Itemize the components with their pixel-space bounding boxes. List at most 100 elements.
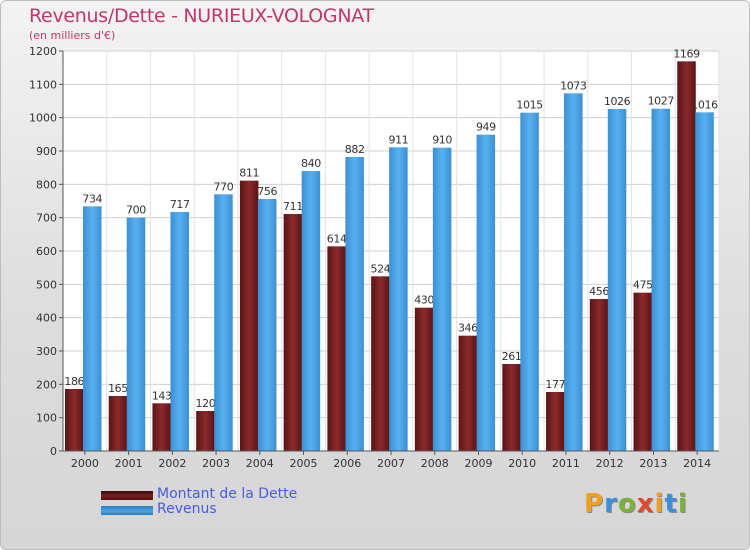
y-axis: 0 100 200 300 400 500 600 700 800 900 1000 1100 1200 <box>29 45 64 458</box>
y-tick-label: 100 <box>36 412 57 425</box>
bar-revenus <box>607 109 627 451</box>
bar-revenus <box>345 157 364 451</box>
bar-revenus <box>695 112 714 451</box>
proxiti-logo: Proxiti <box>584 489 688 519</box>
y-tick-label: 600 <box>36 245 57 258</box>
logo-letter: i <box>677 489 688 519</box>
data-label-dette: 711 <box>283 200 303 213</box>
y-tick-label: 900 <box>36 145 57 158</box>
logo-letter: r <box>604 489 618 519</box>
bar-dette <box>152 403 171 451</box>
y-tick-label: 1000 <box>29 112 57 125</box>
data-label-dette: 165 <box>108 382 128 395</box>
data-label-revenus: 840 <box>301 157 321 170</box>
logo-letter: o <box>617 489 637 519</box>
x-tick-label: 2013 <box>639 457 667 470</box>
x-tick-label: 2005 <box>290 457 318 470</box>
logo-letter: x <box>636 489 655 519</box>
data-label-revenus: 911 <box>388 133 408 146</box>
logo-letter: i <box>654 489 665 519</box>
y-tick-label: 1100 <box>29 78 57 91</box>
bar-revenus <box>564 93 583 451</box>
bar-dette <box>108 396 128 451</box>
bar-revenus <box>476 134 496 451</box>
data-label-dette: 346 <box>458 322 478 335</box>
logo-letter: P <box>584 489 605 519</box>
data-label-dette: 177 <box>545 378 565 391</box>
bar-revenus <box>83 206 102 451</box>
y-tick-label: 0 <box>50 445 57 458</box>
data-label-revenus: 734 <box>82 192 102 205</box>
bar-dette <box>196 411 215 451</box>
x-tick-label: 2004 <box>246 457 274 470</box>
bar-dette <box>546 392 565 451</box>
bar-dette <box>677 61 696 451</box>
logo-letter: t <box>664 489 678 519</box>
x-tick-label: 2011 <box>552 457 580 470</box>
data-label-revenus: 756 <box>257 185 277 198</box>
bar-dette <box>239 180 259 451</box>
data-label-revenus: 910 <box>432 134 452 147</box>
bar-dette <box>633 292 653 451</box>
bar-revenus <box>214 194 233 452</box>
x-tick-label: 2010 <box>508 457 536 470</box>
bar-revenus <box>651 108 671 452</box>
data-label-revenus: 1027 <box>648 95 675 108</box>
y-tick-label: 700 <box>36 212 57 225</box>
data-label-dette: 811 <box>239 167 259 180</box>
legend-swatch-revenus <box>101 506 153 515</box>
data-label-dette: 1169 <box>673 47 700 60</box>
x-tick-label: 2008 <box>421 457 449 470</box>
data-label-dette: 614 <box>327 232 347 245</box>
bar-revenus <box>301 171 321 451</box>
data-label-revenus: 1016 <box>691 98 718 111</box>
data-label-revenus: 949 <box>476 121 496 134</box>
x-tick-label: 2014 <box>683 457 711 470</box>
bar-dette <box>458 335 478 451</box>
y-tick-label: 200 <box>36 378 57 391</box>
data-label-dette: 524 <box>370 262 390 275</box>
data-label-dette: 456 <box>589 285 609 298</box>
x-tick-label: 2006 <box>333 457 361 470</box>
bar-dette <box>327 246 346 451</box>
y-tick-label: 400 <box>36 312 57 325</box>
x-tick-label: 2002 <box>158 457 186 470</box>
bar-revenus <box>257 199 277 451</box>
x-tick-label: 2007 <box>377 457 405 470</box>
legend-label-revenus: Revenus <box>157 501 217 517</box>
chart-title: Revenus/Dette - NURIEUX-VOLOGNAT <box>29 5 374 27</box>
data-label-revenus: 1015 <box>516 99 543 112</box>
bar-revenus <box>170 212 189 451</box>
data-label-revenus: 882 <box>345 143 365 156</box>
data-label-dette: 261 <box>502 350 522 363</box>
data-label-dette: 120 <box>196 397 216 410</box>
bar-dette <box>502 364 521 451</box>
data-label-dette: 430 <box>414 294 434 307</box>
data-label-revenus: 717 <box>170 198 190 211</box>
data-label-revenus: 700 <box>126 204 146 217</box>
data-label-revenus: 770 <box>214 180 234 193</box>
legend-label-dette: Montant de la Dette <box>157 486 298 502</box>
bar-dette <box>589 299 609 451</box>
legend-swatch-dette <box>101 491 153 500</box>
x-tick-label: 2003 <box>202 457 230 470</box>
x-tick-label: 2012 <box>596 457 624 470</box>
bar-dette <box>414 307 434 451</box>
bar-revenus <box>389 147 408 452</box>
bar-revenus <box>520 112 539 452</box>
x-tick-label: 2009 <box>464 457 492 470</box>
chart-subtitle: (en milliers d'€) <box>29 29 116 42</box>
data-label-dette: 186 <box>64 375 84 388</box>
x-axis: 2000 2001 2002 2003 2004 2005 2006 2007 2008 2009… <box>63 450 719 470</box>
data-label-revenus: 1073 <box>560 79 587 92</box>
data-label-revenus: 1026 <box>604 95 631 108</box>
bar-dette <box>65 389 84 451</box>
x-tick-label: 2001 <box>115 457 143 470</box>
y-tick-label: 800 <box>36 178 57 191</box>
x-tick-label: 2000 <box>71 457 99 470</box>
bar-dette <box>371 276 390 451</box>
bars: 186 734 165 700 143 717 120 770 811 756 711 840 614 8… <box>64 47 719 452</box>
bar-revenus <box>126 217 146 451</box>
